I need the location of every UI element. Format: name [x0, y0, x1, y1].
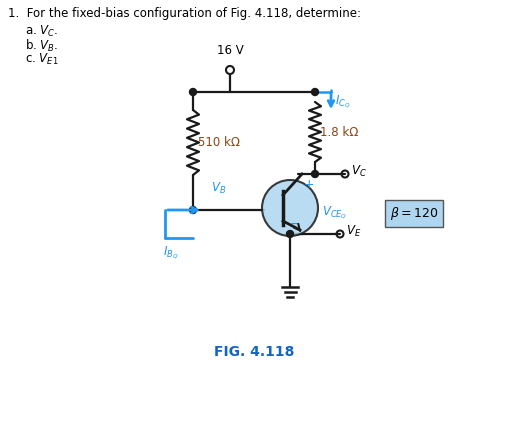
Text: −: − — [290, 218, 300, 230]
Circle shape — [262, 180, 318, 236]
Circle shape — [311, 89, 319, 95]
Text: c. $V_{E1}$: c. $V_{E1}$ — [25, 52, 58, 67]
Text: $V_C$: $V_C$ — [351, 163, 367, 178]
Circle shape — [189, 89, 197, 95]
Text: 1.8 kΩ: 1.8 kΩ — [320, 126, 358, 138]
Text: $I_{C_Q}$: $I_{C_Q}$ — [335, 94, 351, 111]
Text: b. $V_B.$: b. $V_B.$ — [25, 38, 58, 54]
Circle shape — [287, 230, 294, 237]
Circle shape — [189, 206, 197, 214]
Text: $V_{CE_Q}$: $V_{CE_Q}$ — [322, 205, 347, 221]
Text: 16 V: 16 V — [216, 44, 243, 57]
Text: 1.  For the fixed-bias configuration of Fig. 4.118, determine:: 1. For the fixed-bias configuration of F… — [8, 7, 361, 20]
Text: $\beta = 120$: $\beta = 120$ — [390, 205, 438, 221]
Text: 510 kΩ: 510 kΩ — [198, 135, 240, 148]
Text: FIG. 4.118: FIG. 4.118 — [214, 345, 294, 359]
Circle shape — [311, 171, 319, 178]
Text: $V_B$: $V_B$ — [211, 181, 226, 196]
Text: $I_{B_Q}$: $I_{B_Q}$ — [163, 244, 178, 261]
Text: a. $V_C.$: a. $V_C.$ — [25, 24, 58, 39]
Text: +: + — [304, 178, 314, 190]
Text: $V_E$: $V_E$ — [346, 224, 361, 239]
